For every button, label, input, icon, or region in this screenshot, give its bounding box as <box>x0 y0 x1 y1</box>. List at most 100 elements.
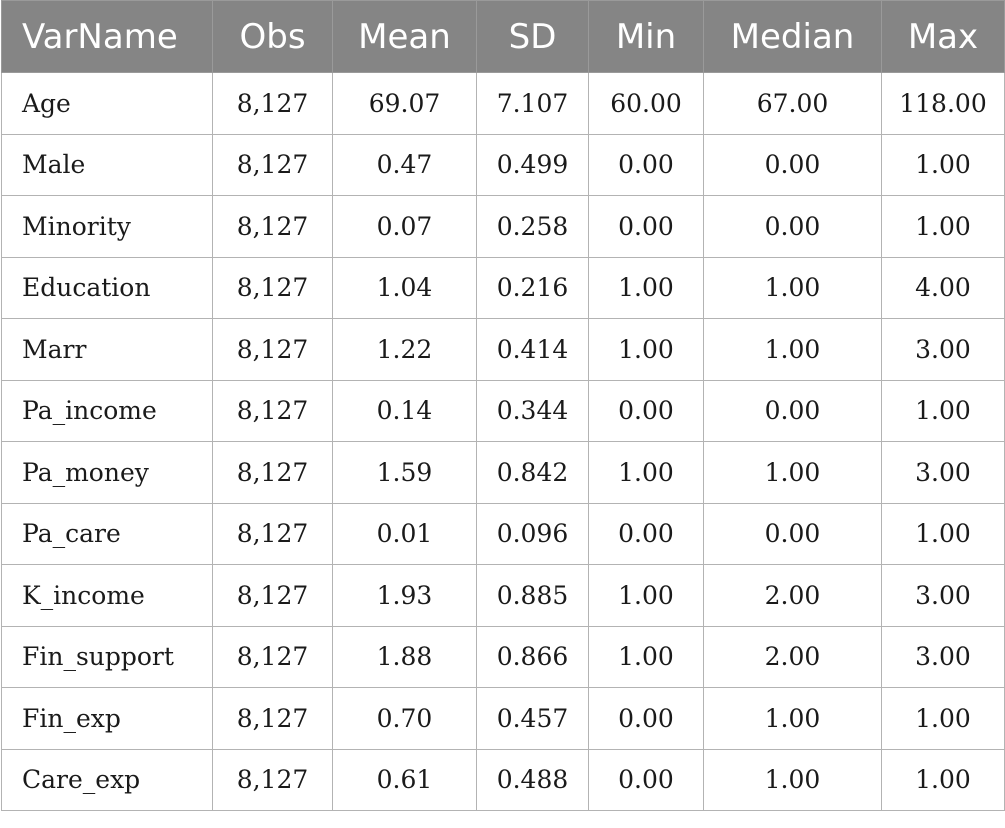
cell-sd: 0.344 <box>476 379 589 442</box>
cell-min: 1.00 <box>588 564 704 627</box>
cell-max: 1.00 <box>881 195 1005 258</box>
header-varname: VarName <box>1 0 213 73</box>
cell-min: 1.00 <box>588 625 704 688</box>
descriptive-statistics-table-container: VarName Obs Mean SD Min Median Max Age 8,… <box>1 0 1005 811</box>
cell-varname: Minority <box>1 195 213 258</box>
header-median: Median <box>703 0 882 73</box>
cell-median: 0.00 <box>703 379 882 442</box>
cell-sd: 0.216 <box>476 256 589 319</box>
header-max: Max <box>881 0 1005 73</box>
cell-median: 67.00 <box>703 72 882 135</box>
cell-median: 1.00 <box>703 748 882 811</box>
cell-varname: Male <box>1 133 213 196</box>
cell-min: 0.00 <box>588 748 704 811</box>
cell-varname: Education <box>1 256 213 319</box>
cell-median: 0.00 <box>703 133 882 196</box>
cell-sd: 0.866 <box>476 625 589 688</box>
table-row: Fin_support 8,127 1.88 0.866 1.00 2.00 3.00 <box>1 625 1005 688</box>
cell-max: 4.00 <box>881 256 1005 319</box>
table-body: Age 8,127 69.07 7.107 60.00 67.00 118.00 Male 8,… <box>1 72 1005 811</box>
cell-obs: 8,127 <box>212 625 333 688</box>
cell-obs: 8,127 <box>212 564 333 627</box>
cell-mean: 0.01 <box>332 502 477 565</box>
cell-max: 3.00 <box>881 625 1005 688</box>
cell-obs: 8,127 <box>212 195 333 258</box>
cell-varname: Fin_exp <box>1 687 213 750</box>
cell-sd: 0.096 <box>476 502 589 565</box>
cell-mean: 0.70 <box>332 687 477 750</box>
cell-max: 1.00 <box>881 133 1005 196</box>
cell-obs: 8,127 <box>212 441 333 504</box>
table-row: Minority 8,127 0.07 0.258 0.00 0.00 1.00 <box>1 195 1005 258</box>
cell-max: 3.00 <box>881 564 1005 627</box>
cell-varname: Pa_care <box>1 502 213 565</box>
cell-mean: 0.14 <box>332 379 477 442</box>
cell-sd: 0.258 <box>476 195 589 258</box>
header-sd: SD <box>476 0 589 73</box>
cell-obs: 8,127 <box>212 133 333 196</box>
cell-median: 1.00 <box>703 441 882 504</box>
cell-mean: 69.07 <box>332 72 477 135</box>
cell-min: 0.00 <box>588 687 704 750</box>
cell-varname: Care_exp <box>1 748 213 811</box>
cell-max: 1.00 <box>881 687 1005 750</box>
cell-max: 3.00 <box>881 318 1005 381</box>
descriptive-statistics-table: VarName Obs Mean SD Min Median Max Age 8,… <box>1 0 1005 811</box>
table-row: Age 8,127 69.07 7.107 60.00 67.00 118.00 <box>1 72 1005 135</box>
table-row: Male 8,127 0.47 0.499 0.00 0.00 1.00 <box>1 133 1005 196</box>
cell-min: 0.00 <box>588 195 704 258</box>
cell-min: 1.00 <box>588 318 704 381</box>
table-row: Education 8,127 1.04 0.216 1.00 1.00 4.00 <box>1 256 1005 319</box>
cell-mean: 0.47 <box>332 133 477 196</box>
cell-obs: 8,127 <box>212 748 333 811</box>
cell-median: 1.00 <box>703 256 882 319</box>
header-row: VarName Obs Mean SD Min Median Max <box>1 0 1005 73</box>
cell-obs: 8,127 <box>212 256 333 319</box>
cell-sd: 7.107 <box>476 72 589 135</box>
cell-obs: 8,127 <box>212 72 333 135</box>
cell-sd: 0.457 <box>476 687 589 750</box>
cell-varname: Fin_support <box>1 625 213 688</box>
cell-varname: Pa_money <box>1 441 213 504</box>
cell-sd: 0.885 <box>476 564 589 627</box>
cell-obs: 8,127 <box>212 318 333 381</box>
cell-min: 60.00 <box>588 72 704 135</box>
cell-obs: 8,127 <box>212 379 333 442</box>
cell-max: 3.00 <box>881 441 1005 504</box>
table-row: Fin_exp 8,127 0.70 0.457 0.00 1.00 1.00 <box>1 687 1005 750</box>
cell-median: 0.00 <box>703 195 882 258</box>
cell-max: 1.00 <box>881 502 1005 565</box>
header-obs: Obs <box>212 0 333 73</box>
cell-mean: 1.88 <box>332 625 477 688</box>
cell-max: 118.00 <box>881 72 1005 135</box>
cell-mean: 1.22 <box>332 318 477 381</box>
table-row: Pa_care 8,127 0.01 0.096 0.00 0.00 1.00 <box>1 502 1005 565</box>
cell-median: 1.00 <box>703 318 882 381</box>
cell-sd: 0.842 <box>476 441 589 504</box>
cell-varname: Pa_income <box>1 379 213 442</box>
cell-median: 2.00 <box>703 564 882 627</box>
cell-min: 1.00 <box>588 441 704 504</box>
table-row: Pa_income 8,127 0.14 0.344 0.00 0.00 1.00 <box>1 379 1005 442</box>
table-header: VarName Obs Mean SD Min Median Max <box>1 0 1005 73</box>
table-row: K_income 8,127 1.93 0.885 1.00 2.00 3.00 <box>1 564 1005 627</box>
cell-sd: 0.499 <box>476 133 589 196</box>
cell-min: 0.00 <box>588 379 704 442</box>
table-row: Marr 8,127 1.22 0.414 1.00 1.00 3.00 <box>1 318 1005 381</box>
cell-varname: Marr <box>1 318 213 381</box>
cell-min: 0.00 <box>588 502 704 565</box>
cell-mean: 0.07 <box>332 195 477 258</box>
cell-sd: 0.488 <box>476 748 589 811</box>
cell-median: 1.00 <box>703 687 882 750</box>
cell-obs: 8,127 <box>212 687 333 750</box>
cell-mean: 1.59 <box>332 441 477 504</box>
cell-mean: 1.93 <box>332 564 477 627</box>
cell-max: 1.00 <box>881 748 1005 811</box>
cell-mean: 1.04 <box>332 256 477 319</box>
cell-median: 2.00 <box>703 625 882 688</box>
cell-max: 1.00 <box>881 379 1005 442</box>
table-row: Care_exp 8,127 0.61 0.488 0.00 1.00 1.00 <box>1 748 1005 811</box>
cell-obs: 8,127 <box>212 502 333 565</box>
table-row: Pa_money 8,127 1.59 0.842 1.00 1.00 3.00 <box>1 441 1005 504</box>
cell-mean: 0.61 <box>332 748 477 811</box>
